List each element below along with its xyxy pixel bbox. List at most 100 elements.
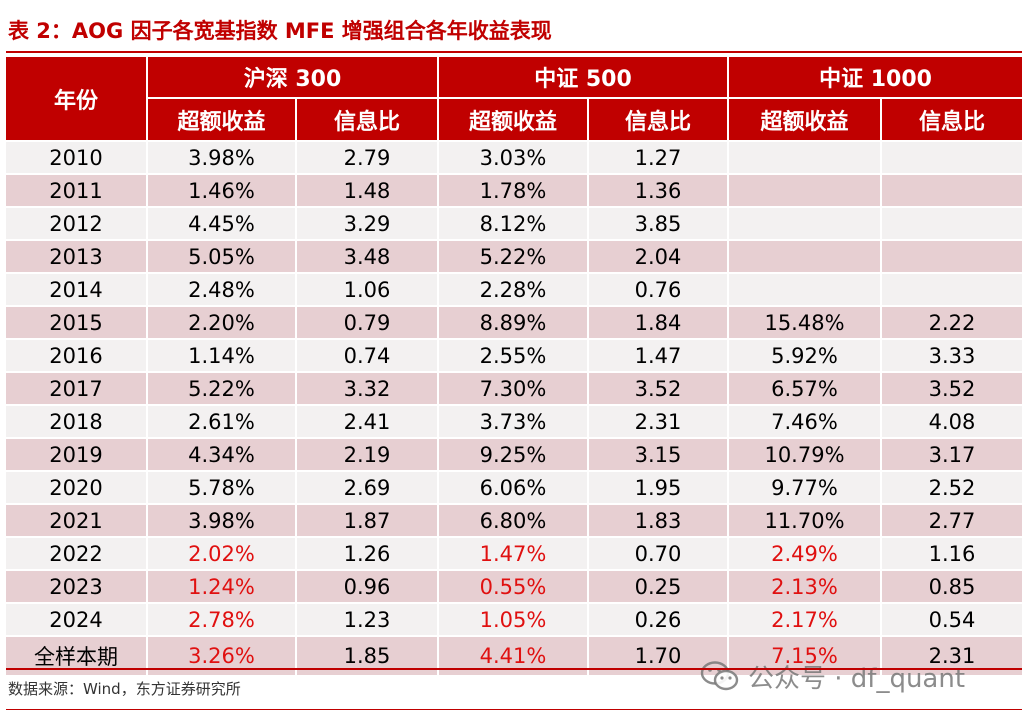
table-row: 2022 2.02% 1.26 1.47% 0.70 2.49% 1.16 bbox=[6, 537, 1023, 571]
cell-zz500-excess: 3.73% bbox=[438, 405, 589, 439]
cell-zz500-excess: 8.12% bbox=[438, 207, 589, 241]
cell-zz1000-ir: 3.52 bbox=[881, 372, 1023, 406]
table-row: 2014 2.48% 1.06 2.28% 0.76 bbox=[6, 273, 1023, 307]
cell-hs300-ir: 3.32 bbox=[296, 372, 439, 406]
header-excess-return: 超额收益 bbox=[438, 98, 589, 142]
cell-year: 2015 bbox=[6, 306, 148, 340]
cell-zz500-ir: 0.76 bbox=[588, 273, 729, 307]
cell-zz1000-excess: 7.46% bbox=[728, 405, 882, 439]
cell-hs300-excess: 4.45% bbox=[147, 207, 297, 241]
cell-hs300-excess: 2.61% bbox=[147, 405, 297, 439]
cell-hs300-ir: 1.87 bbox=[296, 504, 439, 538]
cell-hs300-excess: 2.78% bbox=[147, 603, 297, 637]
cell-zz500-excess: 6.80% bbox=[438, 504, 589, 538]
cell-zz1000-excess: 2.17% bbox=[728, 603, 882, 637]
title-divider bbox=[6, 51, 1022, 53]
cell-zz500-ir: 2.31 bbox=[588, 405, 729, 439]
cell-zz1000-ir: 2.77 bbox=[881, 504, 1023, 538]
cell-hs300-ir: 1.06 bbox=[296, 273, 439, 307]
cell-zz1000-ir bbox=[881, 141, 1023, 175]
cell-zz1000-ir: 2.52 bbox=[881, 471, 1023, 505]
cell-year: 2011 bbox=[6, 174, 148, 208]
cell-zz500-ir: 0.26 bbox=[588, 603, 729, 637]
wechat-watermark: 公众号 · df_quant bbox=[700, 658, 965, 694]
cell-hs300-ir: 0.79 bbox=[296, 306, 439, 340]
returns-table: 年份 沪深 300 中证 500 中证 1000 超额收益 信息比 超额收益 信… bbox=[6, 57, 1023, 677]
cell-zz1000-excess bbox=[728, 174, 882, 208]
cell-zz500-excess: 0.55% bbox=[438, 570, 589, 604]
cell-hs300-excess: 1.14% bbox=[147, 339, 297, 373]
watermark-text: 公众号 · df_quant bbox=[748, 663, 966, 694]
cell-zz1000-excess: 10.79% bbox=[728, 438, 882, 472]
cell-zz1000-ir: 2.22 bbox=[881, 306, 1023, 340]
cell-zz500-excess: 1.05% bbox=[438, 603, 589, 637]
cell-zz1000-ir bbox=[881, 240, 1023, 274]
table-row: 2020 5.78% 2.69 6.06% 1.95 9.77% 2.52 bbox=[6, 471, 1023, 505]
cell-hs300-excess: 1.24% bbox=[147, 570, 297, 604]
header-group-hs300: 沪深 300 bbox=[147, 57, 439, 99]
cell-hs300-excess: 3.26% bbox=[147, 636, 297, 677]
header-info-ratio: 信息比 bbox=[296, 98, 439, 142]
cell-zz500-ir: 1.36 bbox=[588, 174, 729, 208]
cell-zz1000-ir bbox=[881, 174, 1023, 208]
cell-zz500-excess: 5.22% bbox=[438, 240, 589, 274]
cell-zz1000-excess bbox=[728, 240, 882, 274]
cell-year: 全样本期 bbox=[6, 636, 148, 677]
cell-year: 2016 bbox=[6, 339, 148, 373]
table-row: 2024 2.78% 1.23 1.05% 0.26 2.17% 0.54 bbox=[6, 603, 1023, 637]
cell-zz1000-excess bbox=[728, 273, 882, 307]
cell-zz500-excess: 1.78% bbox=[438, 174, 589, 208]
cell-year: 2010 bbox=[6, 141, 148, 175]
cell-hs300-excess: 5.05% bbox=[147, 240, 297, 274]
cell-year: 2024 bbox=[6, 603, 148, 637]
cell-zz500-excess: 9.25% bbox=[438, 438, 589, 472]
cell-zz1000-excess bbox=[728, 141, 882, 175]
cell-zz1000-excess: 2.13% bbox=[728, 570, 882, 604]
header-group-zz1000: 中证 1000 bbox=[728, 57, 1023, 99]
cell-year: 2020 bbox=[6, 471, 148, 505]
cell-zz500-ir: 3.15 bbox=[588, 438, 729, 472]
cell-year: 2014 bbox=[6, 273, 148, 307]
cell-year: 2018 bbox=[6, 405, 148, 439]
cell-year: 2019 bbox=[6, 438, 148, 472]
cell-zz1000-excess: 5.92% bbox=[728, 339, 882, 373]
cell-zz1000-excess: 9.77% bbox=[728, 471, 882, 505]
header-row-groups: 年份 沪深 300 中证 500 中证 1000 bbox=[6, 57, 1023, 142]
footer-divider bbox=[6, 709, 1022, 710]
cell-hs300-excess: 5.78% bbox=[147, 471, 297, 505]
cell-zz1000-excess: 6.57% bbox=[728, 372, 882, 406]
table-row: 2017 5.22% 3.32 7.30% 3.52 6.57% 3.52 bbox=[6, 372, 1023, 406]
table-row: 2015 2.20% 0.79 8.89% 1.84 15.48% 2.22 bbox=[6, 306, 1023, 340]
cell-zz1000-excess: 11.70% bbox=[728, 504, 882, 538]
cell-zz500-ir: 3.52 bbox=[588, 372, 729, 406]
cell-zz500-excess: 8.89% bbox=[438, 306, 589, 340]
cell-zz1000-excess bbox=[728, 207, 882, 241]
header-group-zz500: 中证 500 bbox=[438, 57, 729, 99]
table-row: 2021 3.98% 1.87 6.80% 1.83 11.70% 2.77 bbox=[6, 504, 1023, 538]
cell-zz1000-ir: 3.17 bbox=[881, 438, 1023, 472]
cell-year: 2012 bbox=[6, 207, 148, 241]
cell-zz500-ir: 3.85 bbox=[588, 207, 729, 241]
cell-hs300-excess: 3.98% bbox=[147, 504, 297, 538]
cell-hs300-excess: 5.22% bbox=[147, 372, 297, 406]
cell-zz1000-ir bbox=[881, 207, 1023, 241]
cell-zz500-ir: 2.04 bbox=[588, 240, 729, 274]
cell-hs300-ir: 0.74 bbox=[296, 339, 439, 373]
cell-hs300-ir: 3.29 bbox=[296, 207, 439, 241]
cell-hs300-ir: 1.23 bbox=[296, 603, 439, 637]
table-row: 2016 1.14% 0.74 2.55% 1.47 5.92% 3.33 bbox=[6, 339, 1023, 373]
cell-zz500-ir: 1.84 bbox=[588, 306, 729, 340]
cell-zz1000-ir bbox=[881, 273, 1023, 307]
table-row: 2023 1.24% 0.96 0.55% 0.25 2.13% 0.85 bbox=[6, 570, 1023, 604]
cell-hs300-excess: 2.02% bbox=[147, 537, 297, 571]
header-info-ratio: 信息比 bbox=[588, 98, 729, 142]
header-excess-return: 超额收益 bbox=[728, 98, 882, 142]
cell-hs300-ir: 2.19 bbox=[296, 438, 439, 472]
cell-zz500-excess: 2.28% bbox=[438, 273, 589, 307]
table-title: 表 2：AOG 因子各宽基指数 MFE 增强组合各年收益表现 bbox=[8, 19, 552, 43]
header-info-ratio: 信息比 bbox=[881, 98, 1023, 142]
table-row: 2019 4.34% 2.19 9.25% 3.15 10.79% 3.17 bbox=[6, 438, 1023, 472]
cell-hs300-ir: 1.48 bbox=[296, 174, 439, 208]
header-row-metrics: 超额收益 信息比 超额收益 信息比 超额收益 信息比 bbox=[6, 98, 1023, 142]
cell-hs300-ir: 0.96 bbox=[296, 570, 439, 604]
